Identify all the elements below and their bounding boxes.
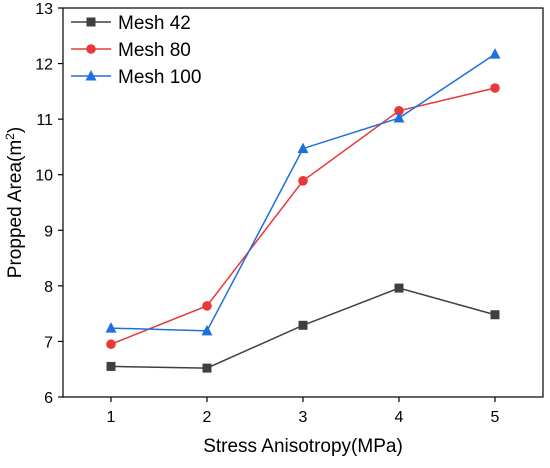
legend-label: Mesh 80 xyxy=(118,40,191,61)
y-tick-label: 8 xyxy=(44,279,53,296)
x-tick-label: 5 xyxy=(491,409,500,426)
y-tick-label: 6 xyxy=(44,390,53,407)
data-point xyxy=(394,283,404,293)
data-point xyxy=(298,176,308,186)
data-point xyxy=(201,324,213,336)
x-axis-title: Stress Anisotropy(MPa) xyxy=(203,436,403,457)
data-point xyxy=(490,83,500,93)
legend-label: Mesh 42 xyxy=(118,13,191,34)
legend-marker xyxy=(86,17,96,27)
data-point xyxy=(394,106,404,116)
legend-item: Mesh 100 xyxy=(71,67,201,88)
y-tick-label: 11 xyxy=(36,112,53,129)
data-point xyxy=(106,361,116,371)
x-tick-label: 1 xyxy=(107,409,116,426)
y-axis-title: Propped Area(m2) xyxy=(3,127,26,278)
legend-marker xyxy=(85,70,97,81)
legend-label: Mesh 100 xyxy=(118,67,201,88)
data-point xyxy=(490,310,500,320)
x-tick-label: 3 xyxy=(299,409,308,426)
data-point xyxy=(393,112,405,123)
data-point xyxy=(489,48,501,59)
y-tick-label: 10 xyxy=(35,168,53,185)
x-tick-label: 2 xyxy=(203,409,212,426)
series-mesh-80 xyxy=(106,83,500,350)
data-point xyxy=(202,301,212,311)
legend: Mesh 42 Mesh 80 Mesh 100 xyxy=(71,13,201,88)
x-tick-label: 4 xyxy=(395,409,404,426)
data-point xyxy=(106,339,116,350)
series-mesh-42 xyxy=(106,283,500,373)
series-line xyxy=(110,87,496,345)
y-tick-label: 13 xyxy=(35,1,53,18)
y-tick-label: 7 xyxy=(44,334,53,351)
series-mesh-100 xyxy=(105,48,501,336)
data-point xyxy=(298,320,308,330)
data-point xyxy=(105,322,117,333)
data-point xyxy=(202,363,212,373)
series-layer xyxy=(105,48,501,373)
data-point xyxy=(297,142,309,154)
legend-item: Mesh 42 xyxy=(71,13,191,34)
legend-marker xyxy=(86,44,96,54)
legend-item: Mesh 80 xyxy=(71,40,191,61)
y-tick-label: 12 xyxy=(35,57,53,74)
series-line xyxy=(110,53,496,332)
y-tick-label: 9 xyxy=(44,223,53,240)
